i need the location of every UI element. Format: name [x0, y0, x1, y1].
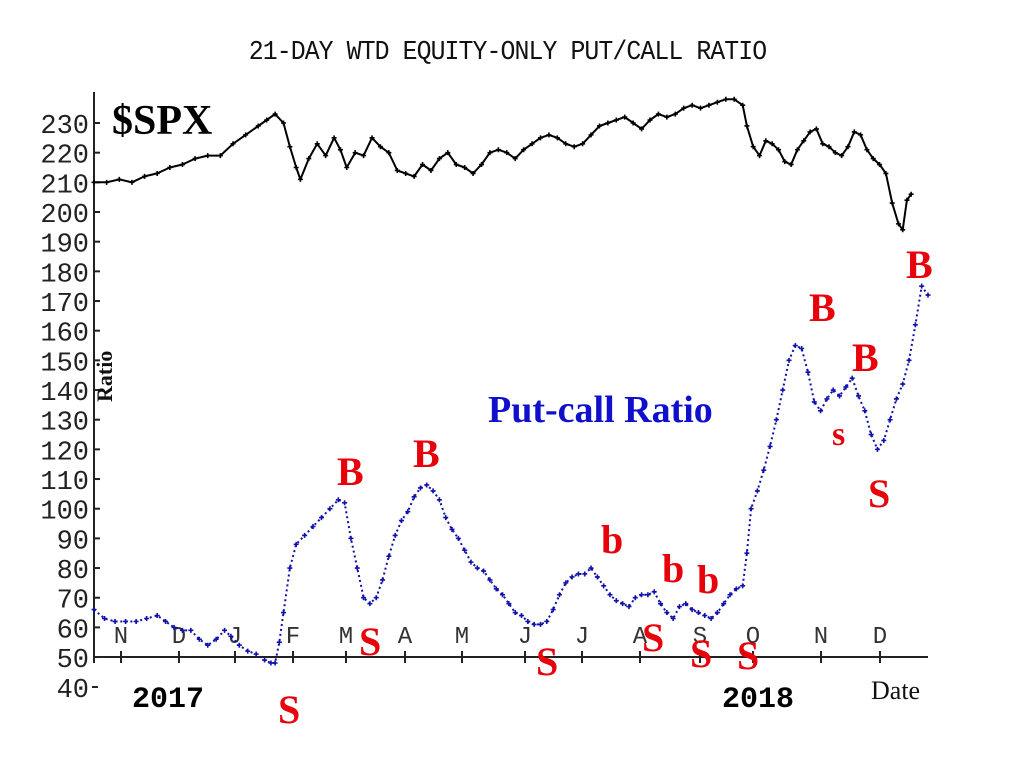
- x-month-label: A: [633, 624, 648, 651]
- signal-annotation-B: B: [337, 449, 364, 494]
- signal-annotation-S: S: [868, 471, 891, 516]
- year-label-2018: 2018: [722, 683, 795, 717]
- x-month-label: N: [114, 624, 128, 651]
- y-axis-ticks: 4050607080901001101201301401501601701801…: [40, 112, 100, 706]
- y-tick-label: 200: [40, 201, 89, 231]
- signal-annotation-b: b: [601, 517, 624, 562]
- y-tick-label: 170: [40, 290, 89, 320]
- chart-title: 21-DAY WTD EQUITY-ONLY PUT/CALL RATIO: [248, 38, 767, 68]
- year-label-2017: 2017: [132, 683, 205, 717]
- y-tick-label: 60: [57, 616, 89, 646]
- signal-annotation-S: S: [737, 633, 760, 678]
- x-month-label: A: [398, 624, 413, 651]
- signal-annotation-S: S: [359, 619, 382, 664]
- y-tick-label: 120: [40, 438, 89, 468]
- y-tick-label: 190: [40, 231, 89, 261]
- signal-annotation-b: b: [662, 546, 685, 591]
- spx-series-line: [91, 96, 914, 233]
- y-tick-label: 40: [57, 676, 89, 706]
- signal-annotation-s: s: [832, 416, 846, 453]
- signal-annotation-B: B: [809, 285, 836, 330]
- x-month-label: N: [814, 624, 828, 651]
- signal-annotation-S: S: [642, 615, 665, 660]
- y-tick-label: 110: [40, 468, 89, 498]
- x-axis-label: Date: [871, 676, 921, 705]
- y-tick-label: 140: [40, 379, 89, 409]
- x-month-label: M: [455, 624, 469, 651]
- y-tick-label: 130: [40, 409, 89, 439]
- x-month-label: S: [693, 624, 707, 651]
- y-tick-label: 180: [40, 260, 89, 290]
- y-tick-label: 230: [40, 112, 89, 142]
- y-tick-label: 50: [57, 646, 89, 676]
- signal-annotation-B: B: [852, 335, 879, 380]
- put-call-series-line: [91, 283, 931, 666]
- signal-annotation-S: S: [278, 687, 301, 732]
- y-tick-label: 160: [40, 320, 89, 350]
- y-tick-label: 100: [40, 498, 89, 528]
- y-tick-label: 220: [40, 142, 89, 172]
- spx-series-label: $SPX: [112, 98, 213, 144]
- x-month-label: D: [873, 624, 887, 651]
- signal-annotation-B: B: [413, 431, 440, 476]
- y-tick-label: 70: [57, 587, 89, 617]
- x-month-label: J: [518, 624, 532, 651]
- x-month-label: F: [286, 624, 300, 651]
- y-tick-label: 80: [57, 557, 89, 587]
- signal-annotation-B: B: [906, 242, 933, 287]
- chart-axes: [93, 92, 928, 663]
- y-tick-label: 90: [57, 527, 89, 557]
- y-axis-label: Ratio: [92, 350, 117, 402]
- y-tick-label: 210: [40, 171, 89, 201]
- x-month-label: J: [575, 624, 589, 651]
- signal-annotation-S: S: [690, 631, 713, 676]
- x-month-label: M: [339, 624, 353, 651]
- signal-annotation-S: S: [536, 639, 559, 684]
- x-month-label: O: [746, 624, 760, 651]
- signal-annotation-b: b: [697, 557, 720, 602]
- put-call-series-label: Put-call Ratio: [488, 389, 713, 431]
- y-tick-label: 150: [40, 349, 89, 379]
